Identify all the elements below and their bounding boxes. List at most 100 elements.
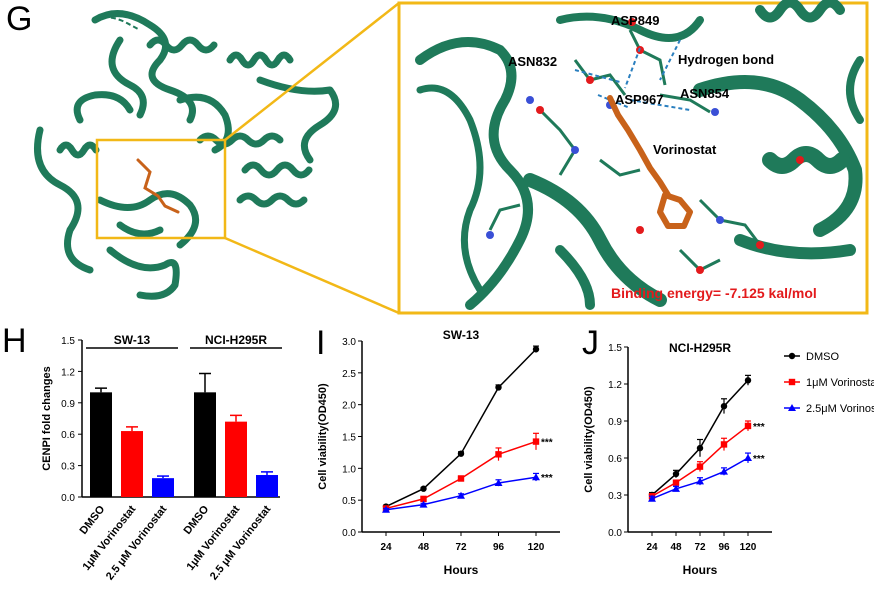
y-tick-label: 0.9 — [61, 399, 75, 410]
x-axis-title: Hours — [683, 563, 718, 577]
bar — [194, 392, 216, 497]
bar — [121, 431, 143, 497]
data-point — [420, 485, 427, 492]
significance-label: *** — [541, 438, 553, 449]
x-tick-label: 48 — [670, 542, 682, 553]
data-point — [648, 494, 656, 502]
y-tick-label: 2.0 — [342, 401, 356, 412]
data-point — [532, 438, 540, 445]
data-point — [457, 475, 465, 482]
x-tick-label: 120 — [740, 542, 757, 553]
binding-energy-label: Binding energy= -7.125 kal/mol — [611, 285, 817, 301]
y-tick-label: 1.0 — [342, 464, 356, 475]
data-point — [495, 384, 502, 391]
data-point — [420, 495, 427, 503]
group-label: SW-13 — [114, 333, 151, 347]
legend-marker — [788, 352, 796, 360]
ligand-overview — [136, 158, 180, 214]
zoom-connector-bottom — [224, 236, 400, 315]
data-point — [419, 500, 428, 508]
residue-sticks — [488, 29, 762, 272]
y-tick-label: 0.6 — [61, 430, 75, 441]
panel-letter-h: H — [2, 322, 27, 360]
significance-label: *** — [753, 454, 765, 465]
legend-label: DMSO — [806, 351, 839, 363]
data-point — [672, 479, 680, 486]
panel-h-bar-chart: H 0.0 0.3 0.6 0.9 1.2 1.5 CENPI fold changes DMS… — [2, 322, 282, 582]
protein-overview-structure — [34, 10, 340, 300]
data-point — [720, 467, 728, 475]
series-line — [651, 425, 749, 497]
bar — [256, 475, 278, 497]
x-category-label: 2.5 μM Vorinostat — [208, 503, 274, 582]
x-tick-label: 48 — [418, 542, 430, 553]
x-tick-label: 96 — [718, 542, 730, 553]
y-tick-label: 0.6 — [608, 454, 622, 465]
bar — [90, 392, 112, 497]
y-tick-label: 3.0 — [342, 337, 356, 348]
x-tick-label: 24 — [380, 542, 392, 553]
chart-title: NCI-H295R — [669, 341, 731, 355]
y-tick-label: 0.0 — [608, 528, 622, 539]
bar — [152, 478, 174, 497]
y-tick-label: 0.0 — [61, 493, 75, 504]
data-point — [744, 454, 752, 461]
x-tick-label: 72 — [455, 542, 467, 553]
label-asn832: ASN832 — [508, 54, 557, 69]
y-tick-label: 0.3 — [608, 491, 622, 502]
data-point — [457, 491, 465, 499]
y-tick-label: 1.5 — [608, 343, 622, 354]
x-category-label: 2.5 μM Vorinostat — [104, 503, 170, 582]
chart-title: SW-13 — [443, 328, 480, 342]
bar — [225, 421, 247, 497]
data-point — [495, 451, 502, 458]
y-axis-title: Cell viability(OD450) — [317, 383, 329, 490]
data-point — [744, 377, 752, 384]
label-asp967: ASP967 — [615, 92, 663, 107]
y-axis-title: CENPI fold changes — [41, 366, 53, 471]
y-tick-label: 0.5 — [342, 496, 356, 507]
x-tick-label: 96 — [493, 542, 505, 553]
data-point — [494, 478, 503, 486]
zoom-connector-top — [224, 2, 400, 141]
x-tick-label: 120 — [528, 542, 545, 553]
vorinostat-ligand — [607, 95, 693, 229]
x-category-label: DMSO — [78, 503, 108, 537]
y-tick-label: 0.3 — [61, 462, 75, 473]
data-point — [532, 473, 540, 481]
data-point — [720, 403, 728, 410]
x-axis-title: Hours — [444, 563, 479, 577]
label-asp849: ASP849 — [611, 13, 659, 28]
legend-marker — [788, 378, 796, 386]
data-point — [672, 484, 680, 492]
panel-letter-g: G — [6, 0, 32, 38]
data-point — [532, 346, 540, 353]
x-category-label: DMSO — [182, 503, 212, 537]
label-asn854: ASN854 — [680, 86, 730, 101]
data-point — [696, 477, 704, 485]
data-point — [744, 422, 752, 430]
significance-label: *** — [541, 473, 553, 484]
label-hydrogen-bond: Hydrogen bond — [678, 52, 774, 67]
binding-pocket-structure — [415, 0, 864, 310]
significance-label: *** — [753, 422, 765, 433]
zoom-region-box — [95, 138, 227, 240]
y-tick-label: 0.9 — [608, 417, 622, 428]
group-label: NCI-H295R — [205, 333, 267, 347]
data-point — [382, 505, 390, 513]
legend-marker — [788, 404, 796, 411]
panel-letter-j: J — [582, 324, 599, 362]
disordered-loop — [94, 16, 141, 31]
series-line — [385, 348, 537, 508]
y-tick-label: 0.0 — [342, 528, 356, 539]
x-tick-label: 72 — [694, 542, 706, 553]
data-point — [720, 441, 728, 448]
y-tick-label: 2.5 — [342, 369, 356, 380]
data-point — [696, 444, 704, 452]
y-axis-title: Cell viability(OD450) — [583, 386, 595, 493]
panel-letter-i: I — [316, 324, 325, 362]
x-tick-label: 24 — [646, 542, 658, 553]
y-tick-label: 1.2 — [608, 380, 622, 391]
data-point — [457, 450, 465, 457]
